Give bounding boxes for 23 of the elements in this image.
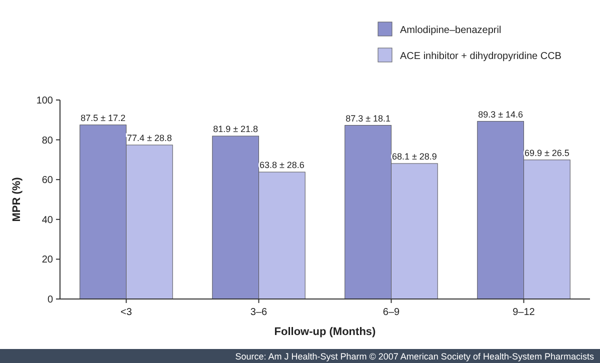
data-label: 68.1 ± 28.9: [392, 151, 437, 162]
data-label: 87.3 ± 18.1: [346, 113, 391, 124]
data-label: 87.5 ± 17.2: [80, 112, 126, 123]
legend-label: Amlodipine–benazepril: [400, 25, 502, 36]
x-tick-label: 9–12: [512, 307, 536, 318]
x-axis-title: Follow-up (Months): [274, 326, 376, 338]
y-tick-label: 40: [42, 214, 54, 226]
y-tick-label: 0: [47, 294, 54, 306]
data-label: 77.4 ± 28.8: [126, 132, 172, 143]
y-tick-label: 20: [42, 254, 54, 266]
x-tick-label: <3: [120, 307, 132, 318]
source-note: Source: Am J Health-Syst Pharm © 2007 American Society of Health-System Pharmacists: [235, 352, 594, 362]
y-tick-label: 60: [42, 175, 54, 186]
y-axis-title: MPR (%): [11, 176, 23, 222]
data-label: 89.3 ± 14.6: [478, 109, 524, 120]
x-tick-label: 3–6: [250, 307, 268, 318]
y-tick-label: 80: [42, 135, 54, 146]
legend-label: ACE inhibitor + dihydropyridine CCB: [400, 51, 562, 62]
data-label: 81.9 ± 21.8: [213, 124, 258, 134]
x-tick-label: 6–9: [382, 307, 400, 318]
data-label: 63.8 ± 28.6: [259, 160, 304, 170]
y-tick-label: 100: [36, 96, 54, 106]
data-label: 69.9 ± 26.5: [524, 148, 570, 158]
